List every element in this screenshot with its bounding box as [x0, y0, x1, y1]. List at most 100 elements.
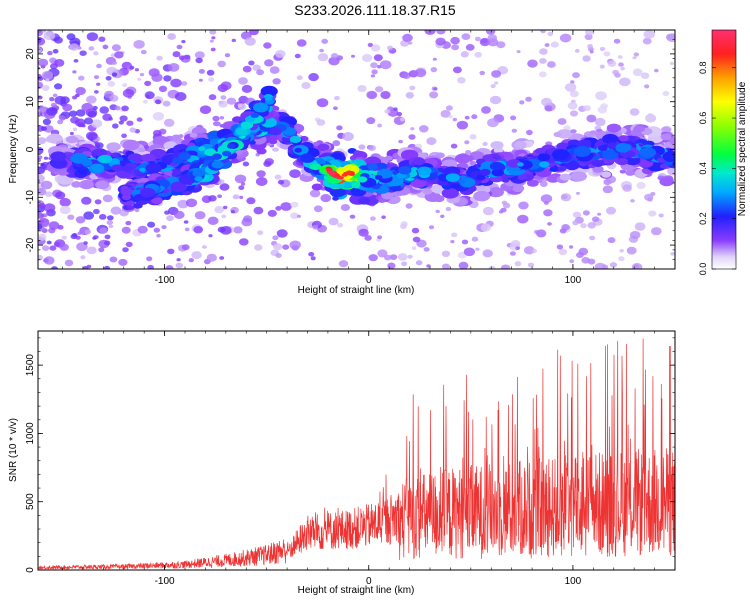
- noise-blob: [479, 38, 491, 47]
- x-tick-label: 100: [565, 275, 582, 286]
- ridge-blob: [269, 139, 278, 145]
- noise-blob: [435, 209, 440, 214]
- noise-blob: [248, 60, 255, 66]
- noise-blob: [398, 139, 403, 144]
- noise-blob: [379, 60, 392, 70]
- noise-blob: [51, 266, 58, 269]
- noise-blob: [572, 220, 579, 226]
- noise-blob: [436, 30, 446, 35]
- noise-blob: [59, 243, 69, 251]
- noise-blob: [112, 123, 119, 129]
- noise-blob: [220, 81, 232, 90]
- noise-blob: [145, 94, 151, 99]
- noise-blob: [569, 259, 575, 264]
- noise-blob: [500, 264, 511, 269]
- noise-blob: [144, 91, 155, 100]
- noise-blob: [368, 254, 378, 262]
- noise-blob: [490, 84, 496, 89]
- noise-blob: [540, 194, 553, 204]
- noise-blob: [448, 114, 453, 119]
- colorbar-label: Normalized spectral amplitude: [737, 81, 748, 216]
- noise-blob: [619, 249, 624, 253]
- noise-blob: [52, 49, 59, 54]
- noise-blob: [44, 191, 53, 197]
- noise-blob: [114, 105, 121, 111]
- ridge-blob: [433, 195, 445, 203]
- noise-blob: [43, 203, 56, 213]
- noise-blob: [465, 150, 472, 155]
- noise-blob: [144, 80, 152, 87]
- noise-blob: [651, 227, 662, 236]
- noise-blob: [386, 45, 393, 51]
- noise-blob: [54, 95, 66, 105]
- noise-blob: [527, 262, 535, 268]
- noise-blob: [233, 226, 243, 234]
- noise-blob: [84, 117, 93, 125]
- noise-blob: [622, 184, 632, 192]
- ridge-blob: [122, 165, 133, 172]
- noise-blob: [603, 51, 611, 57]
- noise-blob: [46, 107, 58, 116]
- ridge-peak: [325, 166, 332, 170]
- noise-blob: [254, 244, 263, 251]
- noise-blob: [399, 117, 406, 122]
- x-tick-label: -100: [155, 576, 175, 587]
- noise-blob: [61, 235, 67, 240]
- noise-blob: [184, 227, 190, 232]
- noise-blob: [432, 57, 437, 61]
- ridge-blob: [527, 179, 539, 187]
- noise-blob: [644, 84, 650, 89]
- noise-blob: [430, 67, 438, 73]
- noise-blob: [619, 77, 631, 87]
- ridge-blob: [591, 158, 605, 167]
- noise-blob: [83, 211, 95, 220]
- ridge-blob: [272, 147, 279, 152]
- noise-blob: [264, 59, 274, 67]
- noise-blob: [644, 193, 654, 201]
- ridge-blob: [122, 139, 140, 151]
- noise-blob: [217, 194, 223, 198]
- noise-blob: [47, 50, 53, 56]
- noise-blob: [384, 109, 391, 114]
- noise-blob: [275, 50, 286, 58]
- noise-blob: [252, 64, 261, 71]
- colorbar-gradient: [712, 30, 736, 269]
- noise-blob: [282, 244, 290, 250]
- noise-blob: [158, 85, 168, 93]
- noise-blob: [643, 30, 655, 39]
- noise-blob: [38, 166, 46, 174]
- ridge-blob: [625, 150, 636, 158]
- noise-blob: [83, 241, 88, 245]
- snr-x-ticks: -100 0 100: [62, 331, 676, 587]
- noise-blob: [509, 251, 516, 256]
- noise-blob: [351, 54, 355, 58]
- ridge-blob: [559, 173, 572, 181]
- ridge-blob: [546, 174, 561, 183]
- noise-blob: [539, 48, 548, 55]
- noise-blob: [199, 105, 212, 114]
- noise-blob: [273, 243, 283, 251]
- ridge-blob: [106, 142, 121, 152]
- noise-blob: [43, 156, 49, 160]
- noise-blob: [407, 41, 413, 45]
- noise-blob: [86, 264, 92, 269]
- noise-blob: [231, 38, 236, 43]
- noise-blob: [414, 68, 427, 78]
- ridge-blob: [211, 160, 224, 169]
- snr-y-axis-label: SNR (10 * v/v): [8, 418, 19, 482]
- noise-blob: [586, 114, 597, 123]
- noise-blob: [309, 189, 321, 198]
- noise-blob: [375, 86, 384, 93]
- noise-blob: [111, 72, 118, 77]
- ridge-blob: [374, 175, 383, 180]
- noise-blob: [217, 60, 226, 68]
- noise-blob: [181, 244, 190, 251]
- ridge-blob: [615, 143, 631, 153]
- noise-blob: [544, 43, 550, 47]
- noise-blob: [38, 146, 44, 155]
- ridge-blob: [91, 163, 105, 172]
- noise-blob: [342, 132, 354, 141]
- ridge-blob: [198, 146, 206, 151]
- noise-blob: [209, 39, 214, 43]
